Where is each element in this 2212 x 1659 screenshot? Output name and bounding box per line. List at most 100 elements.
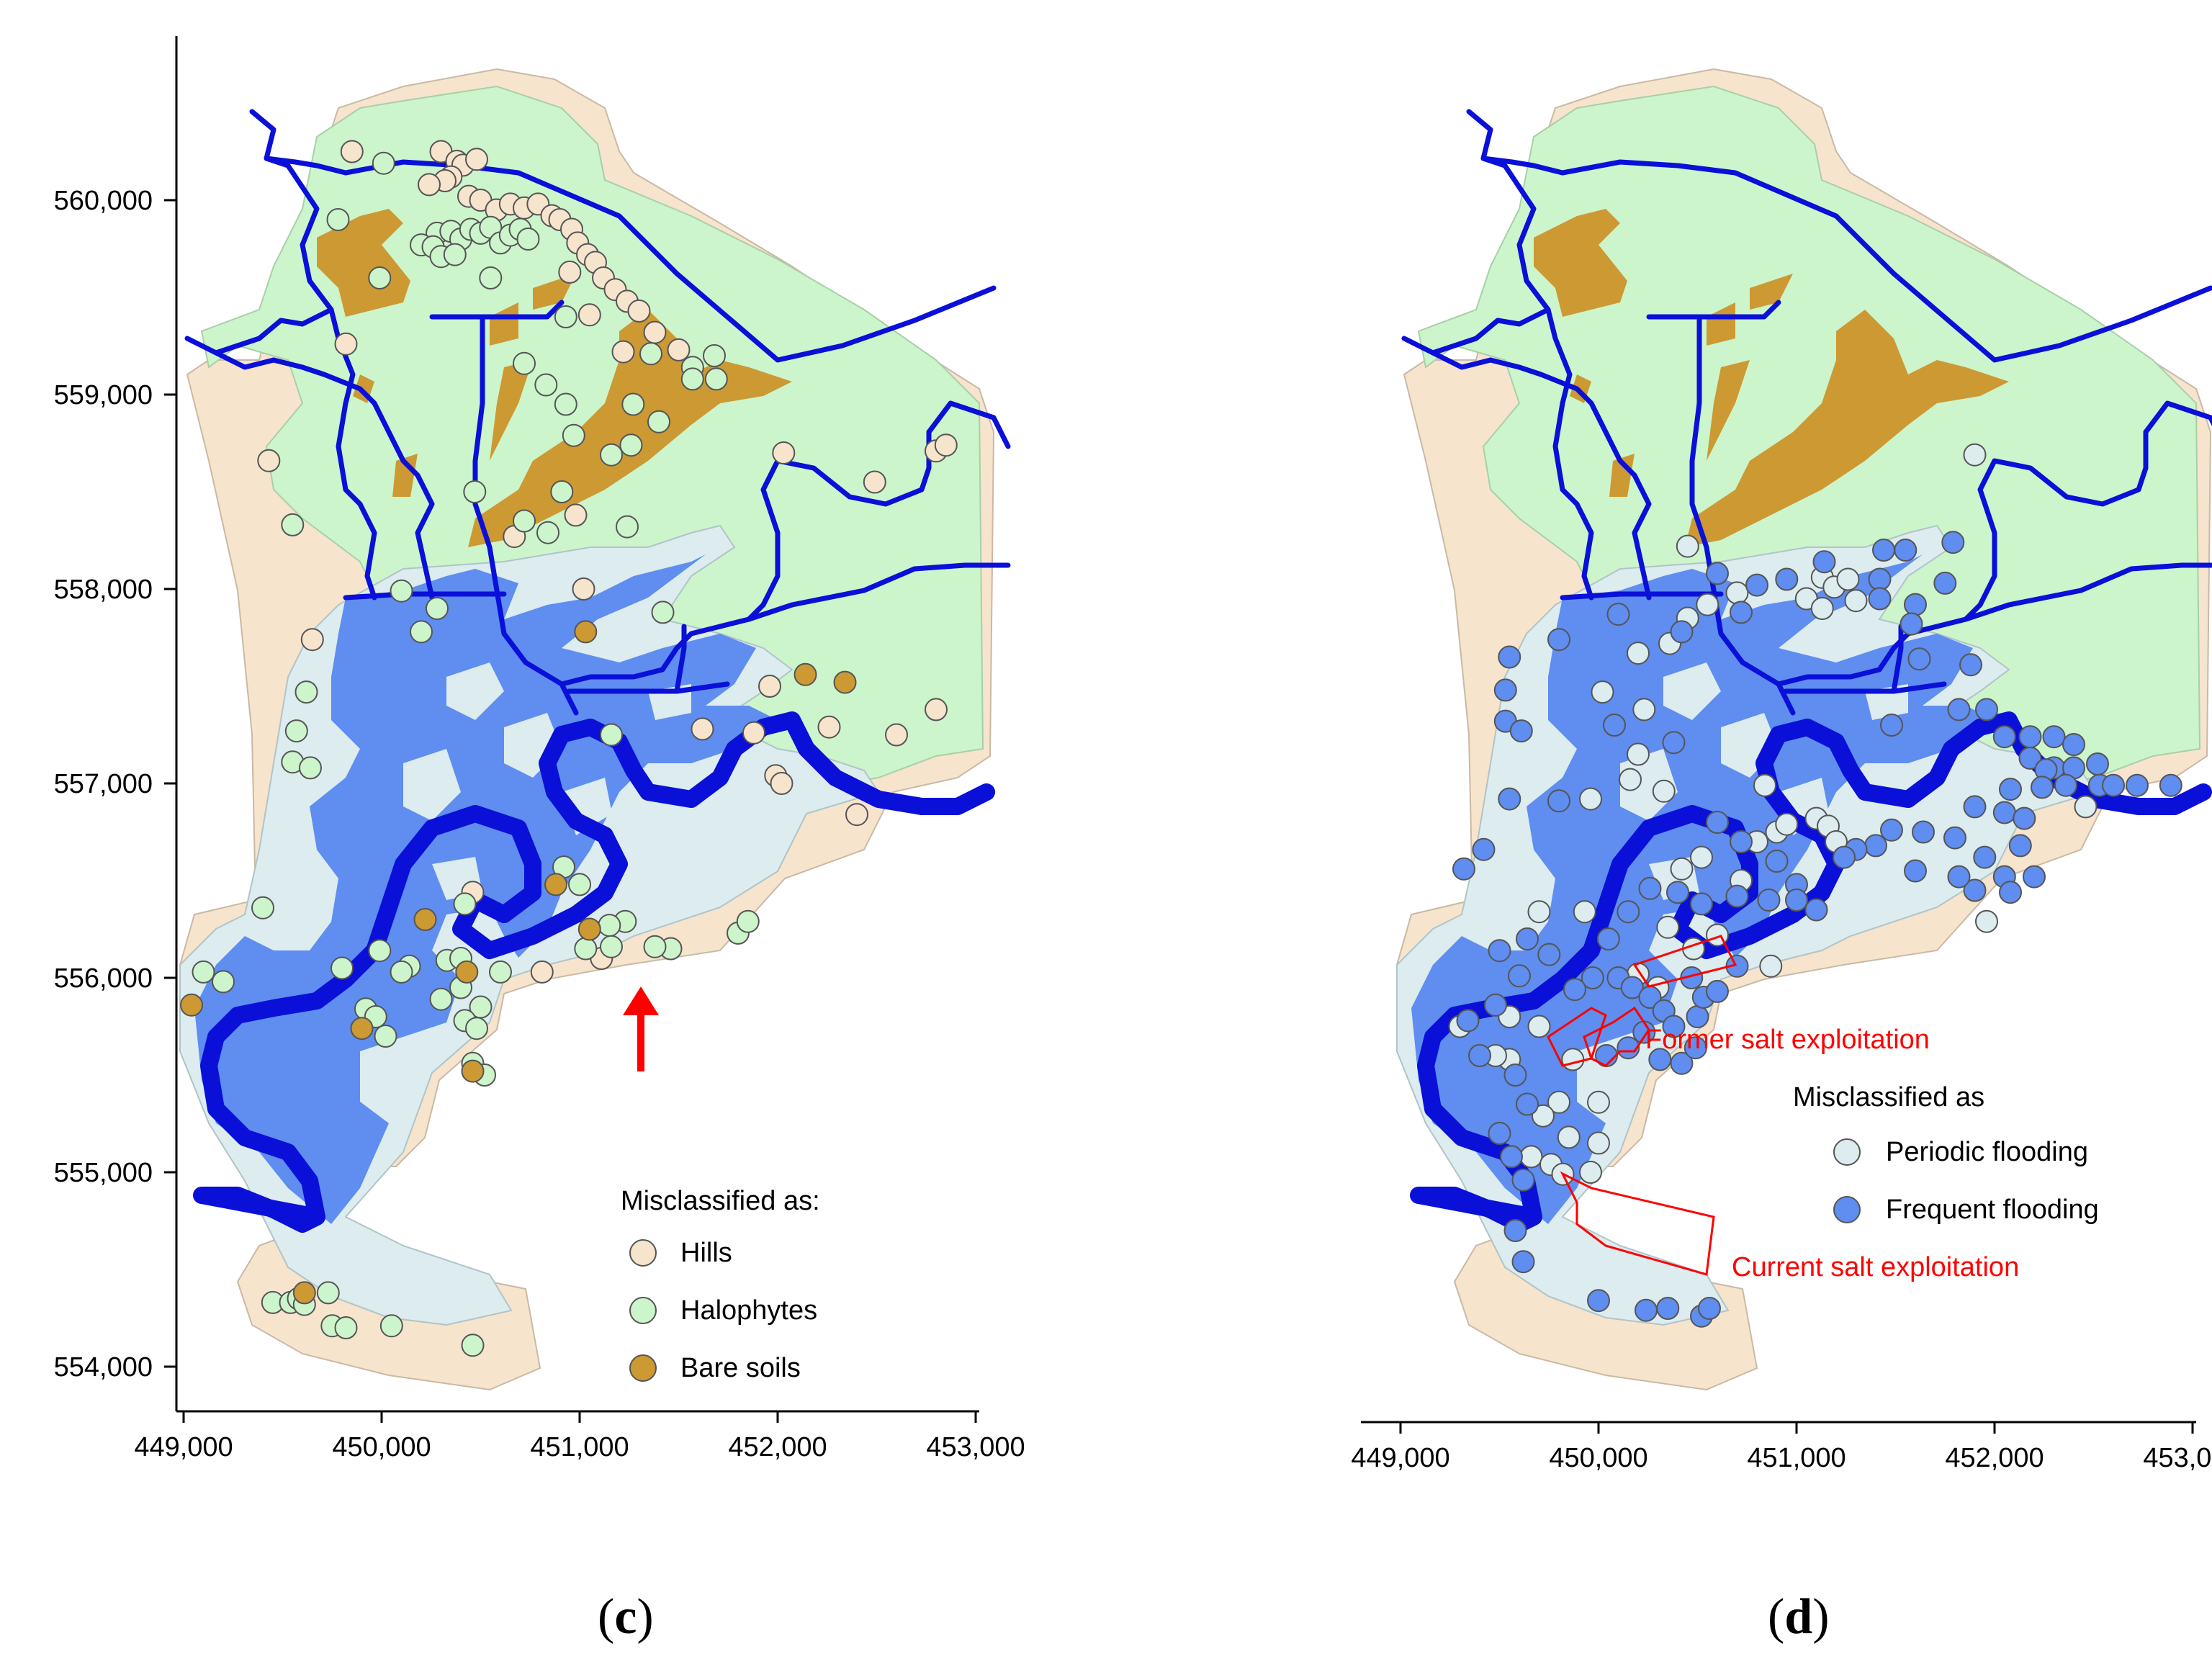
legend-label-halophytes: Halophytes [680,1295,817,1326]
hills-point [643,320,667,344]
x-tick-label: 450,000 [332,1432,431,1462]
frequent-flooding-point [1725,884,1749,908]
halophytes-point [295,680,318,704]
frequent-flooding-point [1992,725,2016,749]
halophytes-point [651,601,675,624]
legend-swatch-frequent [1833,1196,1861,1223]
frequent-flooding-point [1973,845,1997,869]
panel-d-legend: Misclassified as Periodic flooding Frequ… [1793,1082,2099,1225]
frequent-flooding-point [2062,733,2085,756]
frequent-flooding-point [1804,898,1828,922]
periodic-flooding-point [1579,787,1602,811]
frequent-flooding-point [2031,775,2054,799]
frequent-flooding-point [1745,573,1768,597]
frequent-flooding-point [1868,587,1892,611]
frequent-flooding-point [1683,1036,1707,1060]
hills-point [611,340,635,364]
frequent-flooding-point [2023,865,2046,889]
periodic-flooding-point [1963,443,1987,467]
frequent-flooding-point [1503,1064,1527,1087]
halophytes-point [736,909,760,933]
halophytes-point [251,896,274,920]
periodic-flooding-point [1587,1131,1610,1155]
periodic-flooding-point [1519,1145,1543,1169]
periodic-flooding-point [1527,900,1551,924]
periodic-flooding-point [1619,768,1642,791]
hills-point [845,803,868,827]
periodic-flooding-point [2074,795,2098,819]
frequent-flooding-point [1498,787,1521,811]
halophytes-point [534,373,558,397]
y-tick-label: 555,000 [54,1158,153,1188]
periodic-flooding-point [1573,900,1596,924]
x-tick-label: 452,000 [728,1432,827,1462]
halophytes-point [390,579,413,603]
halophytes-point [703,344,726,367]
frequent-flooding-point [2042,725,2066,749]
river-network [1401,109,2212,716]
periodic-flooding-point [1759,954,1783,978]
frequent-flooding-point [1638,876,1662,900]
frequent-flooding-point [1662,731,1686,755]
frequent-flooding-point [1468,1044,1491,1067]
legend-swatch-bare-soils [629,1354,657,1382]
periodic-flooding-point [1527,1015,1551,1038]
frequent-flooding-point [2013,806,2036,830]
halophytes-point [334,1316,358,1339]
periodic-flooding-point [1632,698,1656,721]
frequent-flooding-point [1662,1015,1686,1038]
frequent-flooding-point [1516,927,1539,950]
halophytes-point [643,935,667,958]
x-tick-label: 449,000 [1351,1443,1449,1473]
frequent-flooding-point [2018,725,2042,749]
halophytes-point [513,351,536,375]
bare-soils-point [413,908,437,931]
hills-point [691,717,714,741]
halophytes-point [562,423,585,447]
halophytes-point [568,873,591,896]
legend-title-d: Misclassified as [1793,1082,1984,1112]
halophytes-point [619,433,643,457]
frequent-flooding-point [1620,976,1644,999]
frequent-flooding-point [1933,571,1957,595]
frequent-flooding-point [1547,789,1570,813]
frequent-flooding-point [2102,773,2125,797]
bare-soils-point [793,662,817,686]
halophytes-point [536,521,559,544]
frequent-flooding-point [1617,900,1640,924]
frequent-flooding-point [1484,993,1507,1017]
hills-point [885,723,908,747]
up-arrow-icon [623,986,659,1071]
frequent-flooding-point [1472,837,1496,861]
periodic-flooding-point [1844,589,1868,613]
x-tick-label: 452,000 [1945,1443,2044,1473]
periodic-flooding-point [1753,773,1776,797]
frequent-flooding-point [1941,531,1965,554]
frequent-flooding-point [1947,865,1971,889]
halophytes-point [192,960,215,984]
panel-c-label: (c) [598,1589,654,1645]
legend-label-hills: Hills [680,1238,732,1268]
frequent-flooding-point [1670,1051,1694,1075]
frequent-flooding-point [1943,826,1966,850]
hills-point [863,470,886,494]
halophytes-point [368,939,392,963]
halophytes-point [574,937,598,961]
halophytes-point [621,392,645,416]
frequent-flooding-point [1975,698,1998,721]
hills-point [300,628,324,652]
periodic-flooding-point [1579,1161,1602,1184]
periodic-flooding-point [1652,779,1676,803]
frequent-flooding-point [1947,698,1971,721]
frequent-flooding-point [1785,889,1808,912]
halophytes-point [554,305,577,328]
y-tick-label: 558,000 [54,575,153,605]
frequent-flooding-point [1706,979,1729,1003]
halophytes-point [368,266,392,289]
frequent-flooding-point [1880,818,1903,842]
legend-label-periodic: Periodic flooding [1886,1137,2088,1167]
halophytes-point [600,935,623,958]
panel-d-points [1448,443,2182,1328]
halophytes-point [463,480,487,503]
halophytes-point [704,367,728,391]
